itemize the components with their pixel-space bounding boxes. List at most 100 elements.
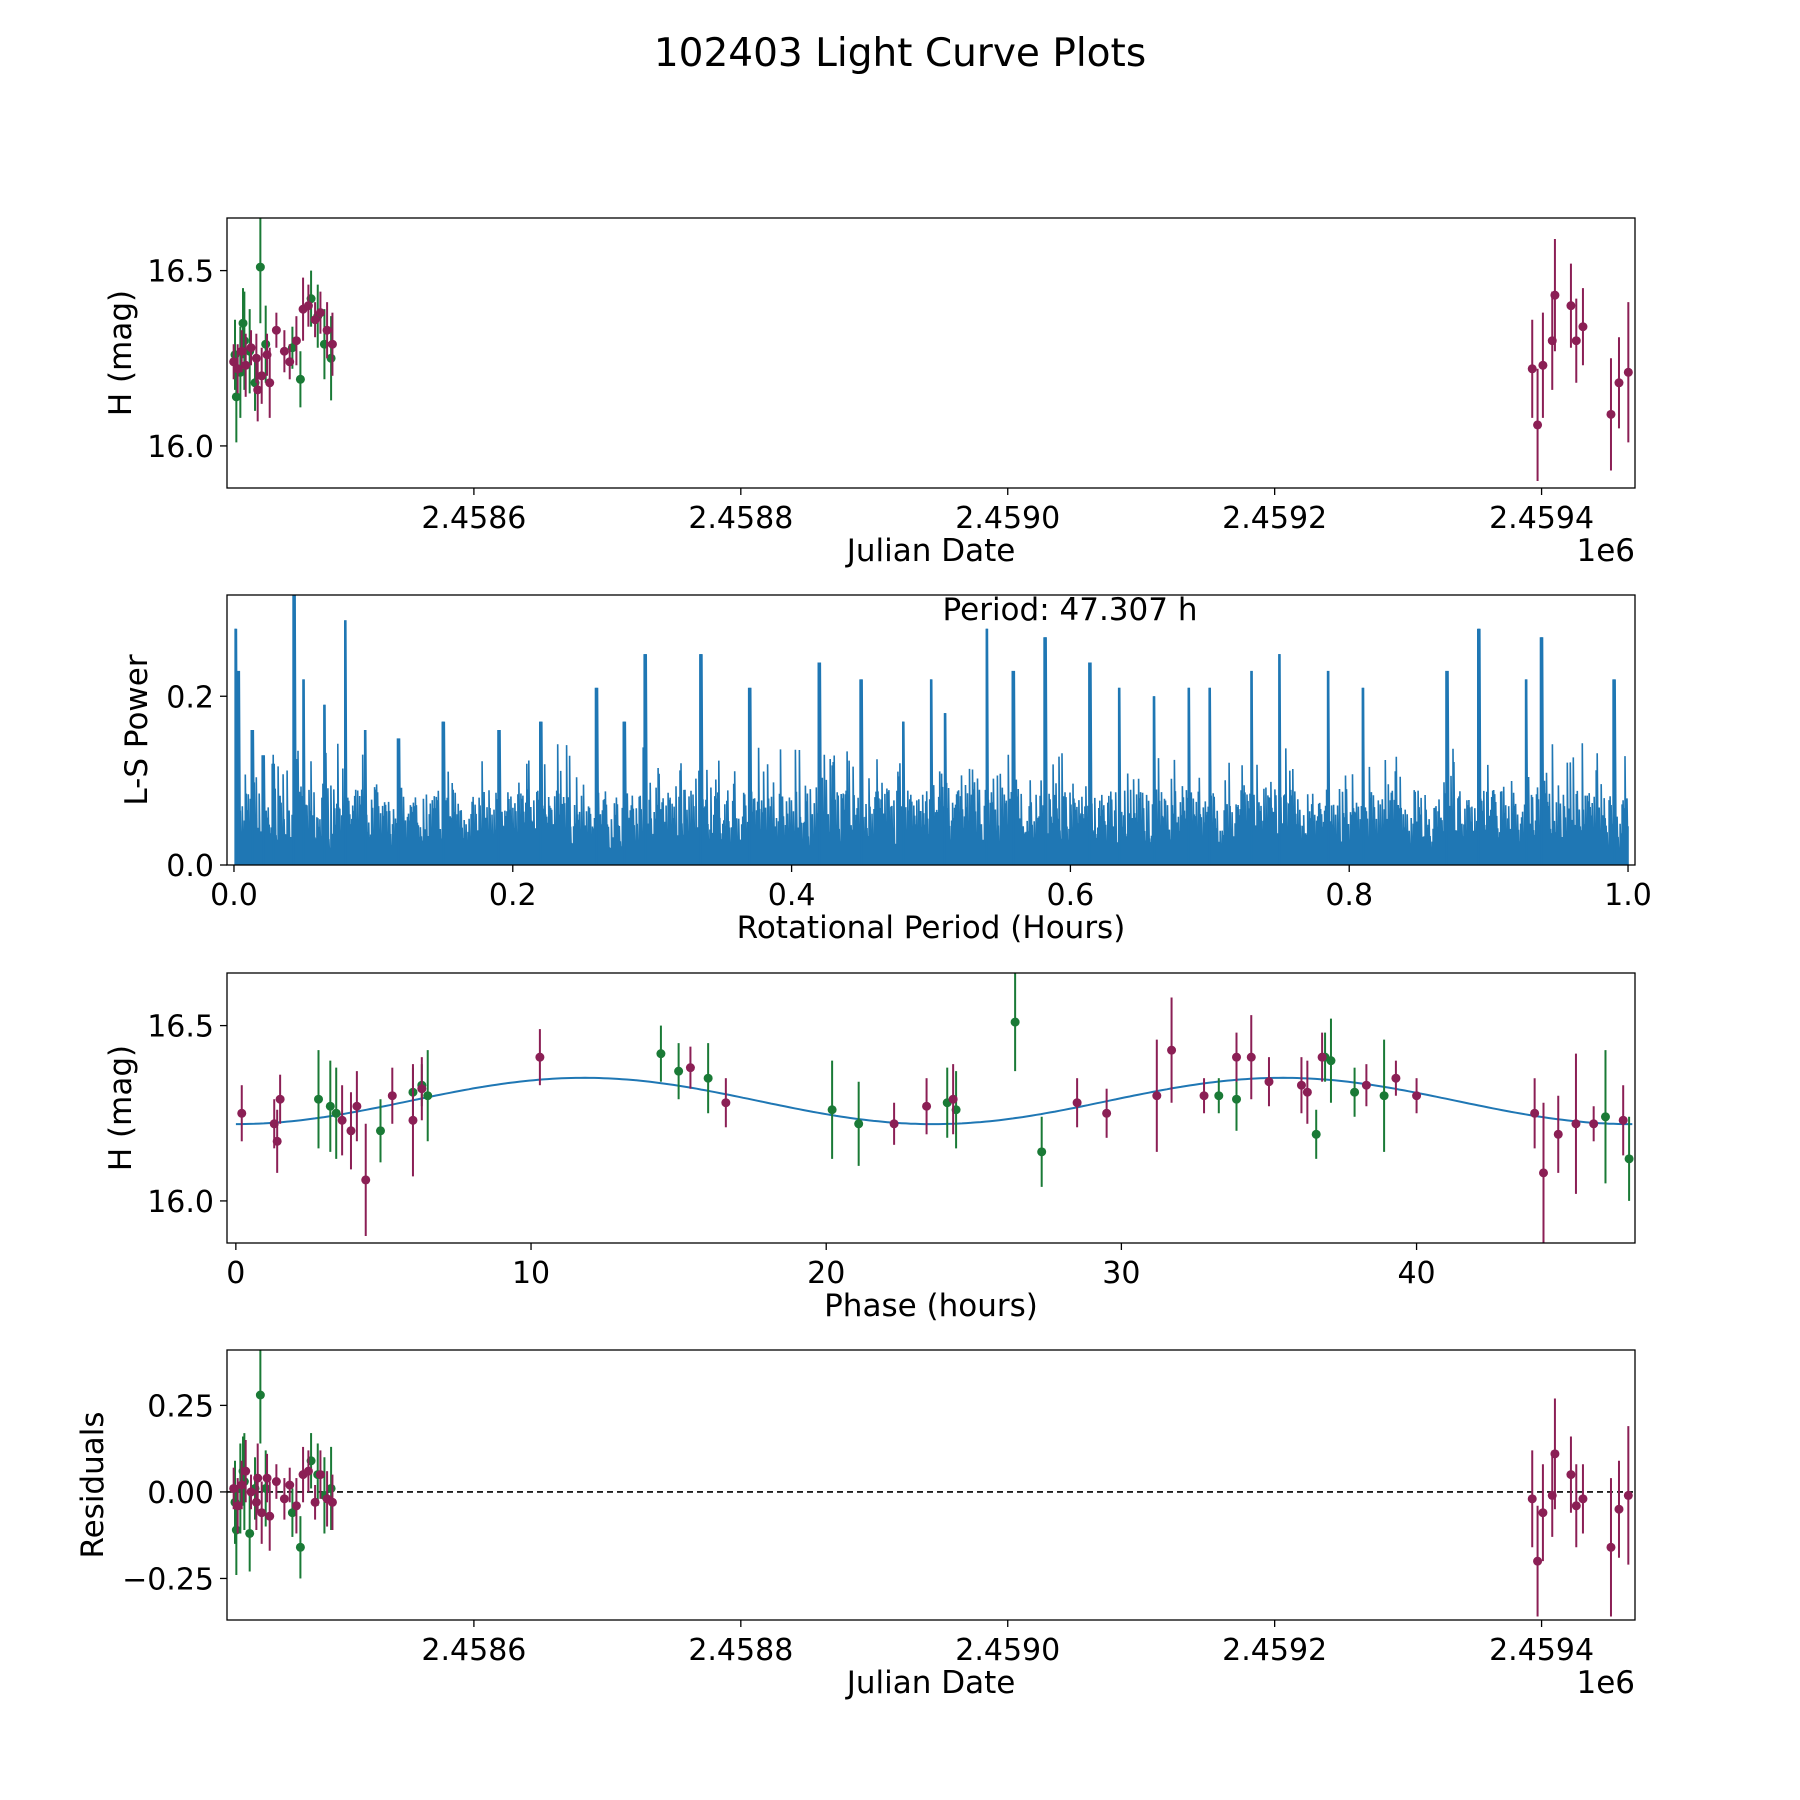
lightcurve-point (327, 339, 337, 349)
phased-point (889, 1119, 899, 1129)
residuals-x-offset: 1e6 (1576, 1665, 1635, 1701)
phased-xtick-label: 30 (1102, 1256, 1140, 1291)
residuals-point (1566, 1470, 1576, 1480)
residuals-point (257, 1508, 267, 1518)
phased-point (352, 1101, 362, 1111)
residuals-point (1533, 1556, 1543, 1566)
residuals-point (285, 1480, 295, 1490)
phased-xtick-label: 20 (807, 1256, 845, 1291)
lightcurve-point (295, 374, 305, 384)
phased-point (1391, 1073, 1401, 1083)
lightcurve-point (1566, 301, 1576, 311)
periodogram-ytick-label: 0.0 (166, 849, 214, 884)
lightcurve-marks (229, 218, 1633, 481)
residuals-point (1527, 1494, 1537, 1504)
phased-point (1553, 1129, 1563, 1139)
phased-point (408, 1115, 418, 1125)
residuals-point (246, 1487, 256, 1497)
phased-xtick-label: 10 (512, 1256, 550, 1291)
periodogram-axes-frame (226, 594, 1636, 866)
residuals-point (1578, 1494, 1588, 1504)
residuals-xticks: 2.4586 2.4588 2.4590 2.4592 2.4594 (421, 1620, 1594, 1668)
phased-xtick-label: 0 (226, 1256, 245, 1291)
phased-point (237, 1108, 247, 1118)
phased-point (1246, 1052, 1256, 1062)
lightcurve-xtick-label: 2.4588 (688, 501, 793, 536)
phased-point (1072, 1098, 1082, 1108)
phased-point (346, 1126, 356, 1136)
residuals-point (245, 1528, 255, 1538)
residuals-point (287, 1508, 297, 1518)
phased-point (1296, 1080, 1306, 1090)
phased-marks (235, 973, 1634, 1243)
phased-point (1361, 1080, 1371, 1090)
lightcurve-point (291, 336, 301, 346)
lightcurve-point (241, 360, 251, 370)
phased-point (1530, 1108, 1540, 1118)
lightcurve-point (237, 346, 247, 356)
residuals-ytick-label: 0.00 (147, 1476, 214, 1511)
lightcurve-xtick-label: 2.4590 (955, 501, 1060, 536)
lightcurve-point (229, 357, 239, 367)
residuals-xtick-label: 2.4588 (688, 1633, 793, 1668)
periodogram-xtick-label: 1.0 (1604, 878, 1652, 913)
periodogram-ytick-label: 0.2 (166, 680, 214, 715)
residuals-point (279, 1494, 289, 1504)
phased-point (656, 1049, 666, 1059)
residuals-point (229, 1483, 239, 1493)
lightcurve-point (265, 378, 275, 388)
lightcurve-point (246, 343, 256, 353)
lightcurve-xlabel: Julian Date (845, 533, 1016, 569)
lightcurve-point (255, 262, 265, 272)
lightcurve-yticks: 16.0 16.5 (147, 255, 227, 465)
phased-point (375, 1126, 385, 1136)
lightcurve-ytick-label: 16.0 (147, 430, 214, 465)
periodogram-xtick-label: 0.6 (1047, 878, 1095, 913)
lightcurve-point (322, 325, 332, 335)
periodogram-marks (234, 594, 1629, 866)
residuals-point (1614, 1504, 1624, 1514)
phased-point (674, 1066, 684, 1076)
phased-point (361, 1175, 371, 1185)
lightcurve-point (1614, 378, 1624, 388)
phased-point (922, 1101, 932, 1111)
periodogram-panel: 0.0 0.2 0.4 0.6 0.8 1.0 0.0 0.2 Period: 47.307… (119, 592, 1652, 946)
phased-point (1571, 1119, 1581, 1129)
periodogram-xtick-label: 0.4 (768, 878, 816, 913)
lightcurve-point (1538, 360, 1548, 370)
phased-point (325, 1101, 335, 1111)
residuals-panel: 2.4586 2.4588 2.4590 2.4592 2.4594 −0.25 0.00… (75, 1349, 1636, 1701)
phased-point (272, 1136, 282, 1146)
residuals-point (1623, 1490, 1633, 1500)
phased-xticks: 0 10 20 30 40 (226, 1243, 1436, 1291)
phased-ytick-label: 16.5 (147, 1010, 214, 1045)
phased-axes-frame (226, 972, 1636, 1244)
phased-point (423, 1091, 433, 1101)
residuals-marks (227, 1350, 1635, 1617)
residuals-point (262, 1473, 272, 1483)
residuals-xtick-label: 2.4590 (955, 1633, 1060, 1668)
phased-point (1302, 1087, 1312, 1097)
residuals-point (255, 1390, 265, 1400)
lightcurve-point (310, 315, 320, 325)
periodogram-yticks: 0.0 0.2 (166, 680, 227, 884)
lightcurve-point (261, 339, 271, 349)
lightcurve-ytick-label: 16.5 (147, 255, 214, 290)
residuals-xlabel: Julian Date (845, 1665, 1016, 1701)
phased-point (1624, 1154, 1634, 1164)
lightcurve-ylabel: H (mag) (103, 290, 139, 416)
periodogram-xlabel: Rotational Period (Hours) (737, 910, 1126, 946)
phased-point (1167, 1045, 1177, 1055)
phased-point (1379, 1091, 1389, 1101)
residuals-point (295, 1542, 305, 1552)
phased-panel: 0 10 20 30 40 16.0 16.5 Phase (hours) H (mag) (103, 972, 1636, 1324)
lightcurve-xticks: 2.4586 2.4588 2.4590 2.4592 2.4594 (421, 488, 1594, 536)
lightcurve-panel: 2.4586 2.4588 2.4590 2.4592 2.4594 16.016.5 … (103, 217, 1636, 569)
lightcurve-point (1623, 367, 1633, 377)
residuals-xtick-label: 2.4586 (421, 1633, 526, 1668)
phased-point (1232, 1094, 1242, 1104)
lightcurve-point (1606, 409, 1616, 419)
lightcurve-point (1533, 420, 1543, 430)
residuals-ytick-label: 0.25 (147, 1389, 214, 1424)
